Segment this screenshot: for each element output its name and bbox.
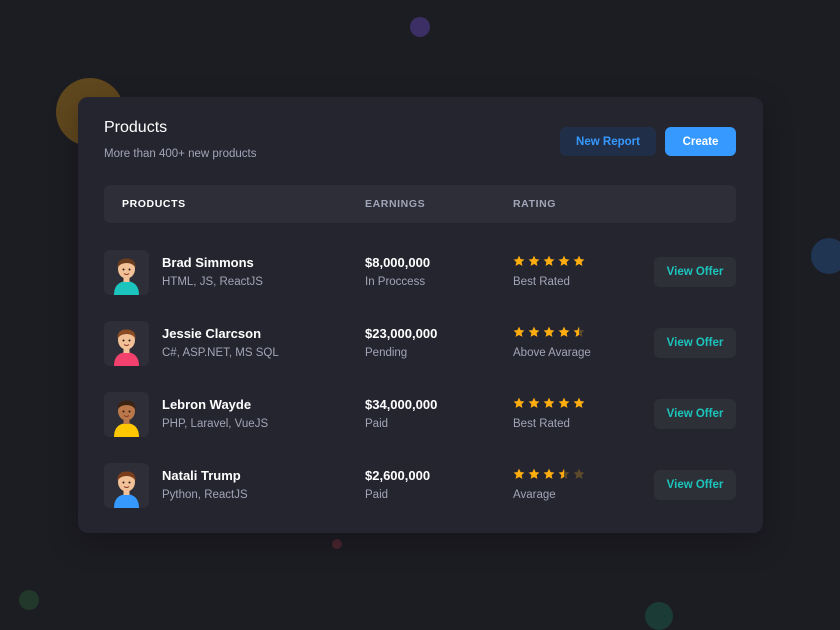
star-icon — [543, 468, 555, 479]
table-header: PRODUCTS EARNINGS RATING — [104, 185, 736, 223]
rating-stars — [513, 468, 585, 480]
avatar-illustration-icon — [104, 463, 149, 508]
decorative-circle — [19, 590, 39, 610]
product-skills: C#, ASP.NET, MS SQL — [162, 347, 279, 359]
product-owner-name[interactable]: Natali Trump — [162, 468, 241, 483]
decorative-circle — [332, 539, 342, 549]
table-row: Jessie Clarcson C#, ASP.NET, MS SQL $23,00… — [104, 321, 736, 367]
star-icon — [573, 255, 585, 266]
earnings-value: $23,000,000 — [365, 326, 438, 341]
star-icon — [543, 397, 555, 408]
earnings-status: Paid — [365, 418, 389, 430]
star-icon — [513, 255, 525, 266]
star-icon — [513, 468, 525, 479]
star-icon — [543, 255, 555, 266]
table-row: Natali Trump Python, ReactJS $2,600,000 Pai… — [104, 463, 736, 509]
earnings-value: $8,000,000 — [365, 255, 431, 270]
star-icon — [528, 255, 540, 266]
avatar-illustration-icon — [104, 321, 149, 366]
star-icon — [558, 255, 570, 266]
star-icon — [573, 397, 585, 408]
product-skills: Python, ReactJS — [162, 489, 248, 501]
product-skills: PHP, Laravel, VueJS — [162, 418, 269, 430]
table-row: Lebron Wayde PHP, Laravel, VueJS $34,000,0… — [104, 392, 736, 438]
star-icon — [558, 326, 570, 337]
new-report-button[interactable]: New Report — [560, 127, 656, 156]
avatar — [104, 463, 149, 508]
avatar — [104, 392, 149, 437]
star-icon — [543, 326, 555, 337]
rating-label: Best Rated — [513, 276, 570, 288]
column-header-products: PRODUCTS — [122, 198, 186, 210]
view-offer-button[interactable]: View Offer — [654, 470, 736, 500]
earnings-status: Pending — [365, 347, 408, 359]
rating-stars — [513, 326, 585, 338]
earnings-value: $34,000,000 — [365, 397, 438, 412]
products-card: Products More than 400+ new products New… — [78, 97, 763, 533]
star-icon — [573, 468, 585, 479]
create-button[interactable]: Create — [665, 127, 736, 156]
decorative-circle — [410, 17, 430, 37]
product-owner-name[interactable]: Brad Simmons — [162, 255, 254, 270]
view-offer-button[interactable]: View Offer — [654, 328, 736, 358]
avatar-illustration-icon — [104, 250, 149, 295]
star-icon — [528, 326, 540, 337]
rating-label: Best Rated — [513, 418, 570, 430]
product-skills: HTML, JS, ReactJS — [162, 276, 263, 288]
star-icon — [558, 468, 570, 479]
column-header-rating: RATING — [513, 198, 557, 210]
rating-stars — [513, 255, 585, 267]
earnings-status: Paid — [365, 489, 389, 501]
view-offer-button[interactable]: View Offer — [654, 399, 736, 429]
table-row: Brad Simmons HTML, JS, ReactJS $8,000,000 I… — [104, 250, 736, 296]
earnings-status: In Proccess — [365, 276, 426, 288]
rating-stars — [513, 397, 585, 409]
product-owner-name[interactable]: Lebron Wayde — [162, 397, 252, 412]
star-icon — [528, 468, 540, 479]
avatar — [104, 321, 149, 366]
card-subtitle: More than 400+ new products — [104, 148, 257, 160]
star-icon — [558, 397, 570, 408]
decorative-circle — [811, 238, 840, 274]
rating-label: Avarage — [513, 489, 556, 501]
product-owner-name[interactable]: Jessie Clarcson — [162, 326, 262, 341]
earnings-value: $2,600,000 — [365, 468, 431, 483]
card-title: Products — [104, 119, 168, 136]
star-icon — [513, 326, 525, 337]
star-icon — [528, 397, 540, 408]
decorative-circle — [645, 602, 673, 630]
rating-label: Above Avarage — [513, 347, 591, 359]
view-offer-button[interactable]: View Offer — [654, 257, 736, 287]
avatar-illustration-icon — [104, 392, 149, 437]
avatar — [104, 250, 149, 295]
column-header-earnings: EARNINGS — [365, 198, 426, 210]
star-icon — [573, 326, 585, 337]
star-icon — [513, 397, 525, 408]
